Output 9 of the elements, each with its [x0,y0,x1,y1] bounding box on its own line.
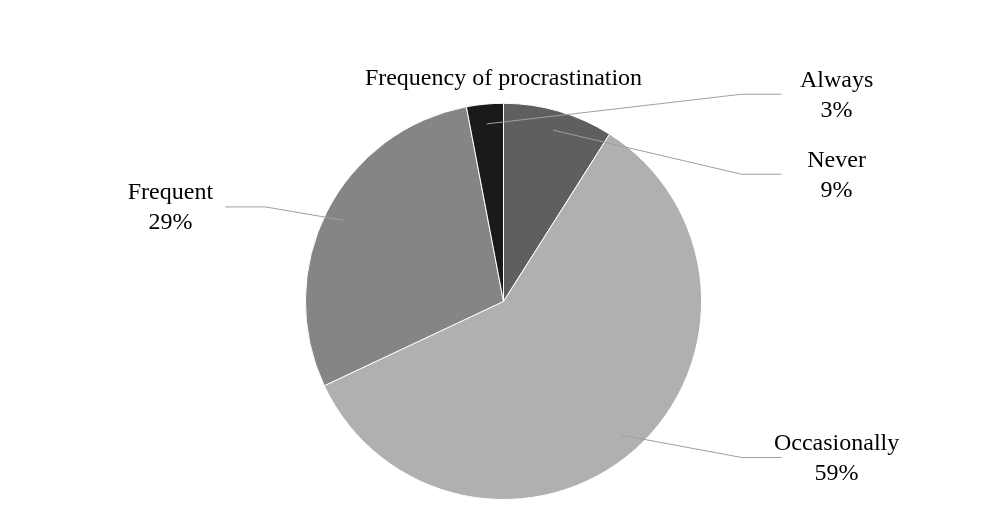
slice-label: Occasionally [773,428,900,455]
slice-label: Never [807,145,866,172]
slice-label: Frequent [127,178,214,205]
slice-label: Always [799,65,874,92]
data-label: 9% [820,175,853,202]
chart-title: Frequency of procrastination [364,63,643,90]
data-label: 59% [814,458,859,485]
data-label: 29% [148,208,193,235]
data-label: 3% [820,95,853,122]
